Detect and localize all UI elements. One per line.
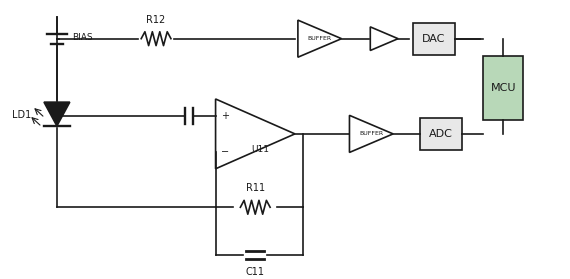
Text: BUFFER: BUFFER xyxy=(308,36,332,41)
FancyBboxPatch shape xyxy=(483,56,523,121)
Text: C11: C11 xyxy=(246,267,264,277)
Text: BUFFER: BUFFER xyxy=(359,131,384,136)
Text: −: − xyxy=(221,147,230,157)
Text: ADC: ADC xyxy=(429,129,453,139)
Text: LD1: LD1 xyxy=(13,110,31,120)
Text: U11: U11 xyxy=(251,145,269,154)
Text: R12: R12 xyxy=(146,15,166,25)
Text: R11: R11 xyxy=(246,183,265,193)
Text: MCU: MCU xyxy=(490,83,516,93)
FancyBboxPatch shape xyxy=(413,23,455,55)
Text: +: + xyxy=(222,111,230,121)
Text: DAC: DAC xyxy=(422,34,445,44)
Text: BIAS: BIAS xyxy=(72,33,92,42)
Polygon shape xyxy=(44,102,70,126)
FancyBboxPatch shape xyxy=(420,118,462,150)
